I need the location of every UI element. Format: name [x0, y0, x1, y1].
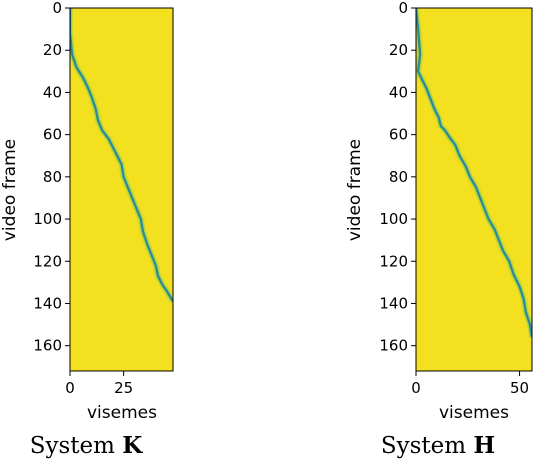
x-tick-label-k: 0 — [65, 379, 75, 397]
caption-k: System K — [30, 432, 144, 459]
x-axis-label-k: visemes — [87, 403, 157, 423]
heatmap-background-h — [416, 8, 532, 371]
y-axis-label-h: video frame — [345, 139, 365, 241]
x-axis-k: 0 25 — [65, 371, 133, 397]
alignment-path-k — [70, 8, 173, 302]
x-axis-label-h: visemes — [439, 403, 509, 423]
caption-prefix-h: System — [381, 433, 466, 459]
caption-system-k: K — [122, 432, 143, 459]
y-tick-label-k: 80 — [43, 168, 62, 186]
y-tick-label-k: 60 — [43, 126, 62, 144]
plot-frame-h — [415, 7, 533, 372]
y-tick-label-k: 140 — [33, 294, 62, 312]
y-tick-label-k: 20 — [43, 41, 62, 59]
y-tick-label-h: 80 — [389, 168, 408, 186]
y-tick-label-h: 40 — [389, 83, 408, 101]
y-tick-label-k: 120 — [33, 252, 62, 270]
heatmap-background-k — [70, 8, 173, 371]
caption-system-h: H — [473, 432, 495, 459]
y-axis-k: 0 20 40 60 80 100 120 140 160 — [33, 0, 70, 355]
y-axis-label-k: video frame — [0, 139, 20, 241]
y-tick-label-h: 0 — [398, 0, 408, 17]
y-tick-label-h: 140 — [379, 294, 408, 312]
x-tick-label-h: 0 — [411, 379, 421, 397]
alignment-path-h — [416, 8, 532, 338]
plot-frame-k — [69, 7, 174, 372]
panel-system-k: 0 20 40 60 80 100 120 140 160 0 25 video frame vi… — [0, 0, 174, 459]
heatmap-h — [416, 8, 532, 371]
heatmap-k — [70, 8, 173, 371]
y-tick-label-h: 120 — [379, 252, 408, 270]
y-tick-label-k: 100 — [33, 210, 62, 228]
x-tick-label-k: 25 — [114, 379, 133, 397]
y-tick-label-k: 40 — [43, 83, 62, 101]
y-tick-label-h: 60 — [389, 126, 408, 144]
caption-prefix-k: System — [30, 433, 115, 459]
y-axis-h: 0 20 40 60 80 100 120 140 160 — [379, 0, 416, 355]
panel-system-h: 0 20 40 60 80 100 120 140 160 0 50 video frame vi… — [345, 0, 533, 459]
y-tick-label-h: 20 — [389, 41, 408, 59]
caption-h: System H — [381, 432, 495, 459]
y-tick-label-k: 160 — [33, 337, 62, 355]
x-axis-h: 0 50 — [411, 371, 529, 397]
y-tick-label-h: 100 — [379, 210, 408, 228]
x-tick-label-h: 50 — [510, 379, 529, 397]
y-tick-label-k: 0 — [52, 0, 62, 17]
y-tick-label-h: 160 — [379, 337, 408, 355]
